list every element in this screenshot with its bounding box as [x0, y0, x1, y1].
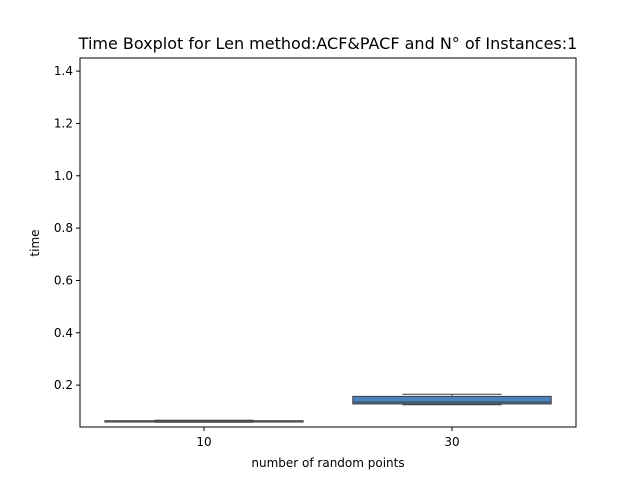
box-30	[352, 395, 552, 405]
chart-title: Time Boxplot for Len method:ACF&PACF and…	[78, 34, 578, 53]
y-tick-label: 0.4	[54, 326, 73, 340]
y-tick-label: 0.2	[54, 378, 73, 392]
y-axis-label: time	[28, 229, 42, 256]
x-tick-label: 10	[196, 435, 211, 449]
y-tick-label: 1.2	[54, 116, 73, 130]
x-axis-label: number of random points	[251, 456, 404, 470]
y-tick-label: 1.4	[54, 64, 73, 78]
y-tick-label: 0.8	[54, 221, 73, 235]
x-tick-label: 30	[444, 435, 459, 449]
plot-frame	[79, 57, 577, 428]
y-tick-label: 1.0	[54, 169, 73, 183]
y-tick-label: 0.6	[54, 273, 73, 287]
plot-area: 0.2 0.4 0.6 0.8 1.0 1.2 1.4 10 30	[54, 57, 577, 449]
